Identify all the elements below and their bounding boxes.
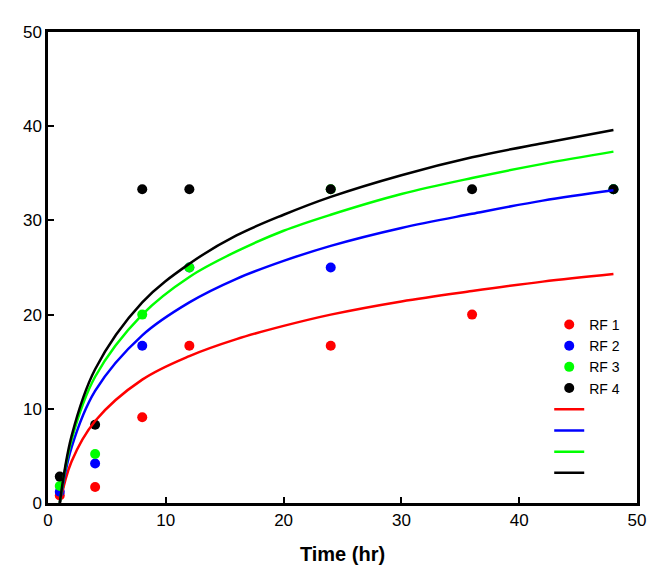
svg-text:0: 0: [43, 511, 52, 530]
svg-text:RF 4: RF 4: [589, 381, 620, 397]
svg-text:30: 30: [23, 211, 42, 230]
svg-text:50: 50: [23, 23, 42, 42]
svg-text:RF 2: RF 2: [589, 338, 620, 354]
svg-text:Time (hr): Time (hr): [300, 543, 385, 565]
svg-text:20: 20: [23, 306, 42, 325]
svg-text:10: 10: [156, 511, 175, 530]
svg-text:40: 40: [510, 511, 529, 530]
svg-text:RF 3: RF 3: [589, 359, 620, 375]
svg-text:20: 20: [274, 511, 293, 530]
svg-text:RF 1: RF 1: [589, 317, 620, 333]
svg-text:10: 10: [23, 400, 42, 419]
svg-text:50: 50: [628, 511, 647, 530]
svg-text:0: 0: [32, 494, 41, 513]
svg-text:30: 30: [392, 511, 411, 530]
svg-text:40: 40: [23, 117, 42, 136]
